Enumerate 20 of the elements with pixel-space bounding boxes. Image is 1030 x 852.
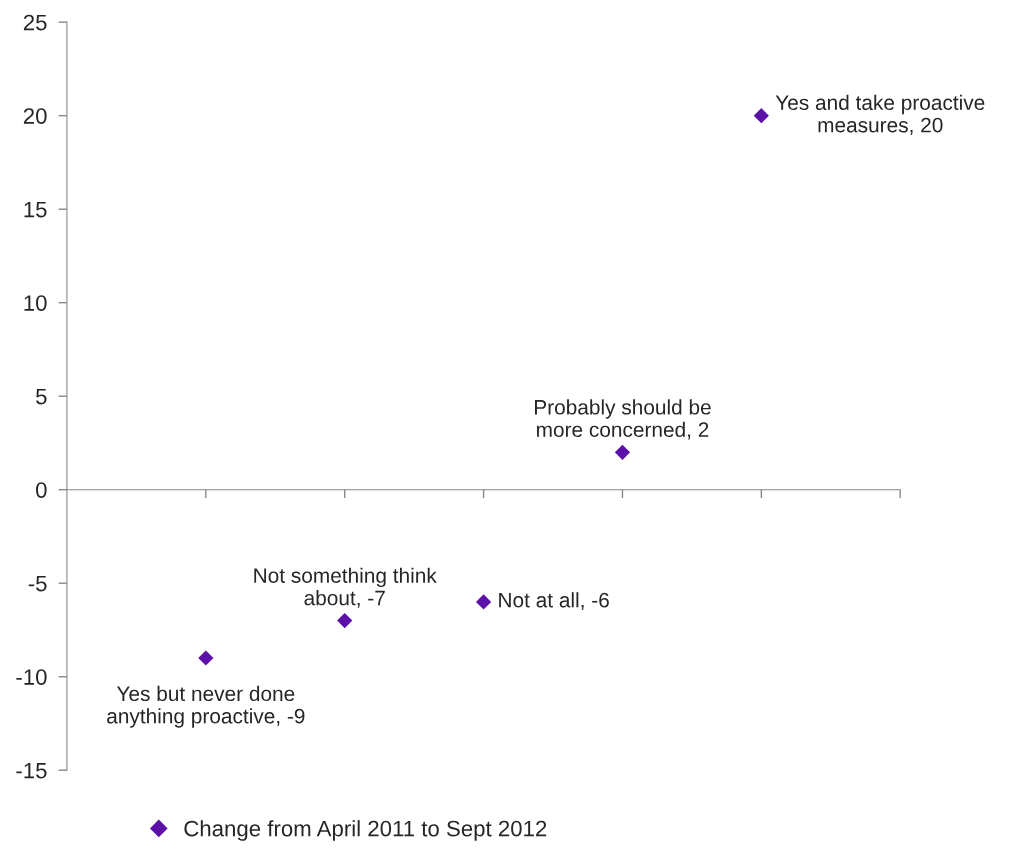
point (337, 612, 353, 629)
y-tick-label: 0 (36, 482, 47, 498)
data-label: Not at all, -6 (499, 592, 609, 610)
y-tick-label: -5 (28, 575, 47, 592)
point (614, 444, 631, 460)
y-tick-label: -10 (16, 669, 47, 685)
data-label: Yes and take proactive measures, 20 (775, 94, 985, 135)
y-tick-label: 20 (23, 108, 47, 124)
y-tick-label: -15 (16, 762, 47, 779)
point (198, 650, 214, 666)
y-tick-label: 15 (24, 201, 47, 218)
data-label: Yes but never done anything proactive, -9 (107, 685, 305, 728)
y-tick-label: 5 (36, 388, 47, 405)
y-tick-label: 10 (24, 295, 47, 311)
legend-label: Change from April 2011 to Sept 2012 (184, 820, 547, 841)
data-label: Not something think about, -7 (254, 567, 437, 608)
point (475, 594, 492, 610)
y-tick-label: 25 (23, 14, 47, 31)
data-label: Probably should be more concerned, 2 (535, 399, 711, 440)
point (753, 108, 769, 124)
